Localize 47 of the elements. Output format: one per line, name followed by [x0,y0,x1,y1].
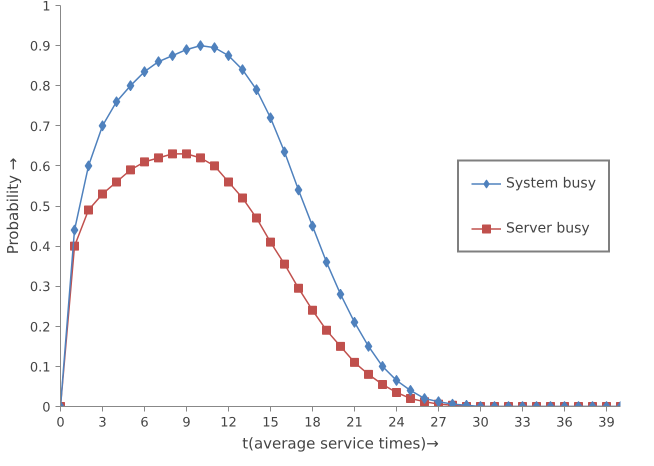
y-tick-label: 0.6 [30,160,51,175]
y-tick-label: 0 [42,400,51,416]
x-tick-label: 30 [472,416,489,430]
y-tick-label: 0.2 [30,320,51,336]
x-tick-label: 0 [56,416,65,430]
y-tick-label: 1 [42,0,51,14]
x-tick-label: 33 [514,416,531,430]
x-tick-label: 21 [346,416,363,430]
x-tick-label: 36 [556,416,573,430]
y-tick-label: 0.4 [30,240,51,256]
x-tick-label: 18 [304,416,321,430]
x-tick-label: 9 [182,416,191,430]
x-tick-label: 15 [262,416,279,430]
y-tick-label: 0.8 [30,80,51,95]
point [126,165,135,174]
x-tick-label: 27 [430,416,447,430]
point [252,214,261,223]
point [238,193,247,202]
x-tick-label: 6 [140,416,149,430]
point [182,149,191,158]
point [308,306,317,315]
point [280,260,289,269]
y-tick-label: 0.5 [30,200,51,215]
x-tick-label: 3 [98,416,107,430]
x-tick-label: 39 [598,416,615,430]
point [98,189,107,198]
point [84,206,93,215]
point [224,177,233,186]
y-tick-label: 0.1 [30,360,51,376]
point [322,326,331,335]
point [168,149,177,158]
legend-label: Server busy [506,220,590,236]
x-axis-title: t(average service times)→ [242,434,439,452]
point [266,238,275,247]
legend-label: System busy [506,175,596,191]
x-tick-label: 12 [220,416,237,430]
point [154,153,163,162]
y-axis-title: Probability → [4,158,22,254]
y-tick-label: 0.9 [30,40,51,55]
point [112,177,121,186]
point [294,284,303,293]
y-tick-label: 0.3 [30,280,51,296]
point [196,153,205,162]
y-tick-label: 0.7 [30,120,51,135]
point [140,157,149,166]
point [210,161,219,170]
x-tick-label: 24 [388,416,405,430]
